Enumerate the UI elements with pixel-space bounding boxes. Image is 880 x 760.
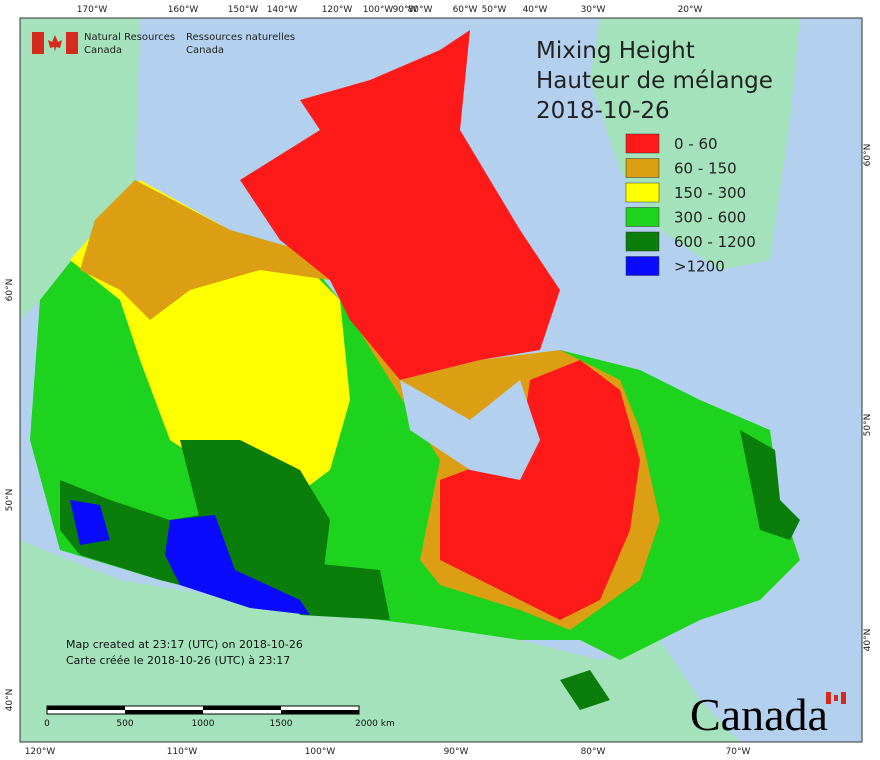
usa — [20, 540, 740, 742]
lon-label: 90°W — [444, 747, 469, 757]
wordmark: Canada — [690, 689, 828, 740]
bottom-axis: 120°W 110°W 100°W 90°W 80°W 70°W — [25, 747, 751, 757]
lon-label: 70°W — [726, 747, 751, 757]
lon-label: 80°W — [581, 747, 606, 757]
flag-bar — [841, 692, 846, 704]
legend: 0 - 60 60 - 150 150 - 300 300 - 600 600 - 12… — [625, 133, 756, 276]
scale-seg — [203, 706, 281, 710]
zone-darkgreen-ont — [560, 670, 610, 710]
agency-fr: Canada — [186, 45, 224, 56]
lat-label: 60°N — [5, 279, 15, 302]
zone-orange — [80, 180, 330, 320]
lon-label: 140°W — [267, 5, 298, 15]
zone-blue-2 — [70, 500, 110, 545]
logo — [32, 32, 78, 54]
lat-label: 40°N — [5, 689, 15, 712]
lat-label: 60°N — [863, 144, 873, 167]
scale-seg — [125, 710, 203, 714]
legend-label: 150 - 300 — [674, 184, 746, 202]
legend-label: >1200 — [674, 258, 725, 276]
zone-red-quebec — [440, 360, 640, 620]
lon-label: 20°W — [678, 5, 703, 15]
legend-label: 600 - 1200 — [674, 233, 756, 251]
zone-darkgreen-east — [740, 430, 800, 540]
lon-label: 100°W — [305, 747, 336, 757]
agency-en: Canada — [84, 45, 122, 56]
scale-label: 500 — [116, 719, 133, 729]
map-frame — [19, 17, 863, 743]
zone-darkgreen-2 — [280, 560, 390, 620]
scale-seg — [281, 710, 359, 714]
lon-label: 160°W — [168, 5, 199, 15]
scale-label: 0 — [44, 719, 50, 729]
lat-label: 50°N — [863, 414, 873, 437]
legend-swatch — [625, 256, 660, 276]
lon-label: 100°W — [363, 5, 394, 15]
scale-label: 2000 km — [355, 719, 395, 729]
lon-label: 40°W — [523, 5, 548, 15]
lon-label: 120°W — [322, 5, 353, 15]
greenland — [590, 18, 800, 270]
agency-fr: Ressources naturelles — [186, 32, 295, 43]
legend-swatch — [625, 158, 660, 178]
agency-en: Natural Resources — [84, 32, 175, 43]
lon-label: 170°W — [77, 5, 108, 15]
note: Map created at 23:17 (UTC) on 2018-10-26 — [66, 638, 303, 651]
title: Mixing Height — [536, 38, 695, 64]
legend-swatch — [625, 133, 660, 154]
legend-swatch — [625, 231, 660, 252]
lon-label: 90°W — [393, 5, 418, 15]
hudson-bay — [400, 380, 540, 480]
legend-label: 0 - 60 — [674, 135, 718, 153]
flag-bar — [66, 32, 78, 54]
lat-label: 50°N — [5, 489, 15, 512]
scale-seg — [47, 706, 125, 710]
scale-bar — [46, 705, 360, 715]
legend-label: 60 - 150 — [674, 160, 737, 178]
map — [20, 18, 862, 742]
legend-swatch — [625, 207, 660, 227]
title: Hauteur de mélange — [536, 68, 773, 94]
flag-bar — [826, 692, 831, 704]
legend-label: 300 - 600 — [674, 209, 746, 227]
lon-label: 80°W — [408, 5, 433, 15]
top-axis: 170°W 160°W 150°W 140°W 120°W 100°W 90°W80°W 60… — [77, 5, 703, 15]
maple-leaf — [834, 695, 838, 701]
maple-leaf — [48, 35, 62, 52]
lon-label: 30°W — [581, 5, 606, 15]
flag-bar — [32, 32, 44, 54]
legend-swatch — [625, 182, 660, 203]
zone-red-north — [240, 30, 560, 380]
note: Carte créée le 2018-10-26 (UTC) à 23:17 — [66, 654, 290, 667]
zone-darkgreen — [180, 440, 330, 600]
lon-label: 150°W — [228, 5, 259, 15]
lon-label: 110°W — [167, 747, 198, 757]
scale-label: 1000 — [192, 719, 215, 729]
lon-label: 50°W — [482, 5, 507, 15]
alaska — [20, 18, 140, 320]
scale-labels: 0 500 1000 1500 2000 km — [44, 719, 395, 729]
scale-label: 1500 — [270, 719, 293, 729]
wordmark-flag — [826, 692, 846, 704]
title: 2018-10-26 — [536, 98, 670, 124]
lon-label: 120°W — [25, 747, 56, 757]
lat-axis: 60°N 50°N 40°N 60°N 50°N 40°N — [5, 144, 873, 712]
lat-label: 40°N — [863, 629, 873, 652]
lon-label: 60°W — [453, 5, 478, 15]
zone-blue — [165, 515, 310, 615]
